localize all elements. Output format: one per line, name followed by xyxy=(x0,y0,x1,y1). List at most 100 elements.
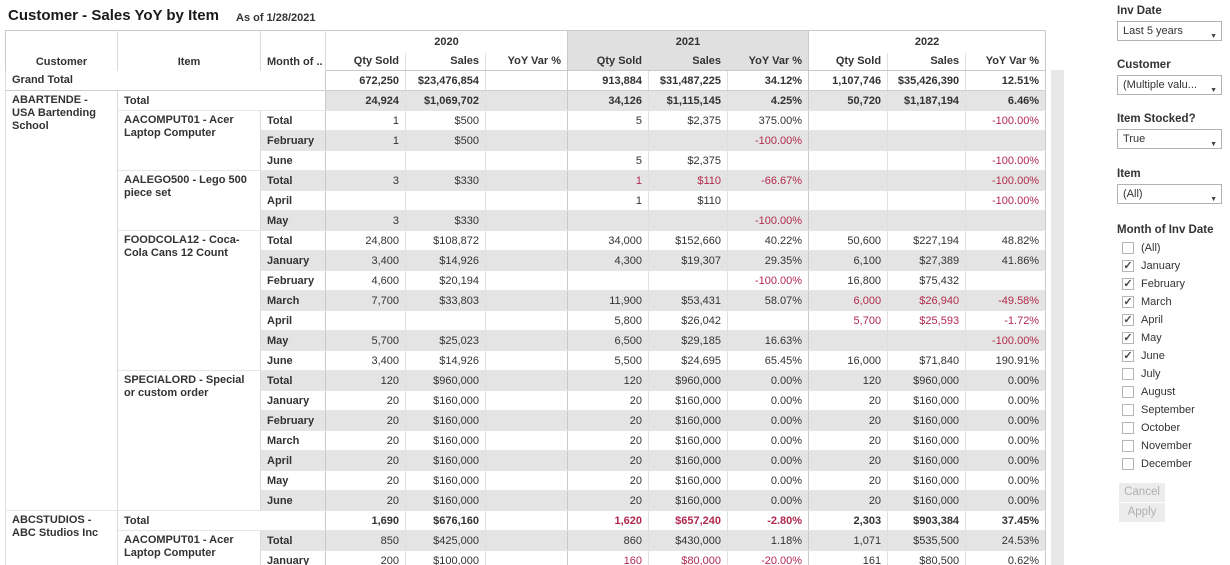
yoy-cell[interactable]: 34.12% xyxy=(727,70,809,91)
yoy-cell[interactable]: -100.00% xyxy=(727,270,809,291)
qty-cell[interactable]: 120 xyxy=(567,370,649,391)
qty-cell[interactable]: 20 xyxy=(325,410,406,431)
sales-cell[interactable]: $71,840 xyxy=(887,350,966,371)
yoy-cell[interactable]: -1.72% xyxy=(965,310,1046,331)
customer-total-label[interactable]: Total xyxy=(117,90,326,111)
sales-cell[interactable]: $2,375 xyxy=(648,110,728,131)
qty-cell[interactable]: 120 xyxy=(808,370,888,391)
sales-cell[interactable] xyxy=(405,310,486,331)
yoy-cell[interactable] xyxy=(484,550,568,565)
item-filter-dropdown[interactable]: (All) ▼ xyxy=(1117,184,1222,204)
item-stocked-filter-dropdown[interactable]: True ▼ xyxy=(1117,129,1222,149)
yoy-cell[interactable]: -100.00% xyxy=(965,110,1046,131)
yoy-cell[interactable]: 29.35% xyxy=(727,250,809,271)
yoy-cell[interactable]: 0.00% xyxy=(727,430,809,451)
yoy-cell[interactable]: 0.00% xyxy=(727,470,809,491)
sales-cell[interactable]: $500 xyxy=(405,110,486,131)
month-cell[interactable]: May xyxy=(260,210,326,231)
month-checkbox-all[interactable]: (All) xyxy=(1117,239,1195,257)
month-cell[interactable]: March xyxy=(260,430,326,451)
qty-cell[interactable]: 16,000 xyxy=(808,350,888,371)
item-cell[interactable]: AACOMPUT01 - Acer Laptop Computer xyxy=(117,110,261,171)
sales-cell[interactable]: $24,695 xyxy=(648,350,728,371)
month-checkbox-may[interactable]: ✓ May xyxy=(1117,329,1195,347)
apply-button[interactable]: Apply xyxy=(1119,503,1165,522)
month-cell[interactable]: June xyxy=(260,350,326,371)
sales-cell[interactable] xyxy=(887,170,966,191)
month-cell[interactable]: May xyxy=(260,470,326,491)
yoy-cell[interactable]: 0.00% xyxy=(965,470,1046,491)
sales-cell[interactable]: $26,940 xyxy=(887,290,966,311)
yoy-cell[interactable]: -100.00% xyxy=(965,170,1046,191)
sales-cell[interactable]: $160,000 xyxy=(405,410,486,431)
qty-cell[interactable]: 50,720 xyxy=(808,90,888,111)
sales-cell[interactable]: $425,000 xyxy=(405,530,486,551)
qty-cell[interactable]: 850 xyxy=(325,530,406,551)
qty-cell[interactable]: 20 xyxy=(567,410,649,431)
sales-cell[interactable]: $330 xyxy=(405,210,486,231)
yoy-cell[interactable] xyxy=(484,190,568,211)
measure-header[interactable]: Sales xyxy=(405,52,486,71)
qty-cell[interactable]: 20 xyxy=(808,390,888,411)
yoy-cell[interactable] xyxy=(965,130,1046,151)
qty-cell[interactable] xyxy=(808,130,888,151)
sales-cell[interactable]: $100,000 xyxy=(405,550,486,565)
yoy-cell[interactable]: 65.45% xyxy=(727,350,809,371)
yoy-cell[interactable] xyxy=(484,370,568,391)
column-header-customer[interactable]: Customer xyxy=(5,30,118,71)
month-checkbox-september[interactable]: September xyxy=(1117,401,1195,419)
measure-header[interactable]: YoY Var % xyxy=(965,52,1046,71)
column-header-item[interactable]: Item xyxy=(117,30,261,71)
year-header[interactable]: 2021 xyxy=(567,30,809,53)
qty-cell[interactable]: 3 xyxy=(325,170,406,191)
sales-cell[interactable] xyxy=(887,130,966,151)
qty-cell[interactable] xyxy=(325,190,406,211)
yoy-cell[interactable]: 0.00% xyxy=(727,390,809,411)
yoy-cell[interactable]: 58.07% xyxy=(727,290,809,311)
yoy-cell[interactable]: -100.00% xyxy=(965,190,1046,211)
sales-cell[interactable]: $160,000 xyxy=(887,450,966,471)
qty-cell[interactable]: 50,600 xyxy=(808,230,888,251)
sales-cell[interactable]: $19,307 xyxy=(648,250,728,271)
sales-cell[interactable] xyxy=(887,190,966,211)
month-checkbox-march[interactable]: ✓ March xyxy=(1117,293,1195,311)
qty-cell[interactable]: 20 xyxy=(567,490,649,511)
yoy-cell[interactable]: 48.82% xyxy=(965,230,1046,251)
qty-cell[interactable]: 20 xyxy=(325,390,406,411)
yoy-cell[interactable]: 24.53% xyxy=(965,530,1046,551)
year-header[interactable]: 2020 xyxy=(324,30,568,53)
yoy-cell[interactable] xyxy=(484,290,568,311)
sales-cell[interactable]: $29,185 xyxy=(648,330,728,351)
yoy-cell[interactable] xyxy=(484,510,568,531)
inv-date-filter-dropdown[interactable]: Last 5 years ▼ xyxy=(1117,21,1222,41)
yoy-cell[interactable]: -100.00% xyxy=(727,130,809,151)
yoy-cell[interactable] xyxy=(965,210,1046,231)
month-checkbox-december[interactable]: December xyxy=(1117,455,1195,473)
qty-cell[interactable]: 20 xyxy=(808,430,888,451)
qty-cell[interactable]: 20 xyxy=(325,450,406,471)
month-cell[interactable]: April xyxy=(260,450,326,471)
qty-cell[interactable]: 5,700 xyxy=(808,310,888,331)
yoy-cell[interactable]: 12.51% xyxy=(965,70,1046,91)
qty-cell[interactable] xyxy=(325,150,406,171)
yoy-cell[interactable]: 0.00% xyxy=(965,450,1046,471)
sales-cell[interactable]: $80,500 xyxy=(887,550,966,565)
qty-cell[interactable]: 20 xyxy=(325,490,406,511)
yoy-cell[interactable] xyxy=(484,410,568,431)
qty-cell[interactable]: 672,250 xyxy=(325,70,406,91)
qty-cell[interactable] xyxy=(808,150,888,171)
sales-cell[interactable]: $152,660 xyxy=(648,230,728,251)
sales-cell[interactable]: $75,432 xyxy=(887,270,966,291)
yoy-cell[interactable] xyxy=(484,350,568,371)
sales-cell[interactable]: $108,872 xyxy=(405,230,486,251)
sales-cell[interactable]: $33,803 xyxy=(405,290,486,311)
sales-cell[interactable]: $160,000 xyxy=(405,490,486,511)
qty-cell[interactable]: 3,400 xyxy=(325,350,406,371)
month-checkbox-august[interactable]: August xyxy=(1117,383,1195,401)
sales-cell[interactable]: $960,000 xyxy=(887,370,966,391)
qty-cell[interactable]: 5,800 xyxy=(567,310,649,331)
measure-header[interactable]: Qty Sold xyxy=(808,52,888,71)
qty-cell[interactable]: 20 xyxy=(808,470,888,491)
yoy-cell[interactable]: 16.63% xyxy=(727,330,809,351)
sales-cell[interactable]: $31,487,225 xyxy=(648,70,728,91)
